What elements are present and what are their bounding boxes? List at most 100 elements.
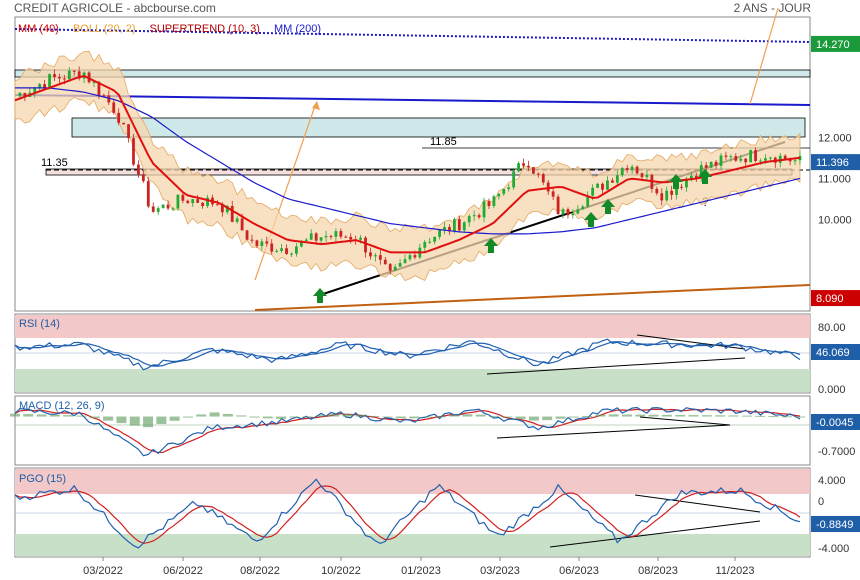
- candle-body: [290, 253, 293, 255]
- macd-histogram-bar: [10, 413, 20, 417]
- macd-histogram-bar: [755, 415, 766, 417]
- candle-body: [53, 74, 56, 78]
- candle-body: [640, 173, 644, 178]
- rsi-upper-trendline: [636, 334, 746, 350]
- candle-body: [596, 183, 599, 188]
- macd-line: [14, 406, 801, 457]
- pgo-upper-trendline: [634, 494, 761, 513]
- candle-body: [280, 248, 284, 251]
- candle-body: [492, 196, 496, 207]
- candle-body: [487, 201, 491, 207]
- candle-body: [768, 157, 772, 159]
- macd-histogram-bar: [568, 416, 579, 418]
- candle-body: [517, 163, 520, 172]
- candle-body: [324, 236, 328, 238]
- price-badge: [811, 154, 860, 171]
- candle-body: [764, 158, 767, 161]
- rsi-overbought-zone: [15, 315, 810, 338]
- macd-histogram-bar: [661, 414, 672, 417]
- candle-body: [551, 191, 555, 197]
- candle-body: [176, 194, 180, 209]
- candle-body: [166, 204, 170, 209]
- upper-dotted-trendline: [14, 28, 811, 43]
- candle-body: [615, 175, 619, 183]
- candle-body: [92, 81, 96, 83]
- candle-body: [245, 230, 249, 240]
- candle-body: [156, 208, 160, 212]
- candle-body: [196, 199, 200, 203]
- rsi-series: [14, 338, 801, 371]
- macd-histogram-bar: [688, 415, 699, 417]
- candle-body: [408, 255, 412, 260]
- candle-body: [482, 201, 486, 218]
- level-label-1185: 11.85: [430, 136, 457, 148]
- candle-body: [329, 236, 333, 238]
- price-badge: [811, 35, 860, 52]
- pgo-line: [14, 478, 801, 549]
- rsi-legend: RSI (14): [19, 318, 60, 330]
- price-badge-label: 14.270: [816, 39, 850, 51]
- macd-panel: [14, 395, 811, 466]
- macd-histogram-bar: [222, 413, 233, 417]
- candle-body: [576, 209, 580, 214]
- mm200-line: [15, 87, 801, 235]
- candle-body: [759, 160, 762, 162]
- candle-body: [225, 205, 229, 213]
- x-tick-label: 03/2023: [480, 565, 520, 577]
- candle-body: [729, 156, 733, 158]
- pgo-tick-label: -4.000: [818, 543, 849, 555]
- candle-body: [67, 70, 71, 80]
- candle-body: [423, 242, 427, 248]
- macd-histogram-bar: [129, 416, 140, 426]
- candle-body: [477, 215, 481, 218]
- x-tick-label: 08/2023: [638, 565, 678, 577]
- macd-histogram-bar: [475, 414, 486, 417]
- macd-histogram-bar: [435, 416, 446, 418]
- macd-histogram-bar: [262, 416, 273, 419]
- macd-histogram-bar: [422, 416, 433, 418]
- candle-body: [141, 174, 145, 182]
- macd-histogram-bar: [355, 414, 366, 417]
- candle-body: [235, 218, 239, 222]
- price-badge-label: 11.396: [816, 157, 849, 169]
- candle-body: [428, 241, 432, 243]
- candle-body: [260, 241, 264, 246]
- candle-body: [586, 195, 590, 207]
- candle-body: [77, 71, 81, 79]
- price-tick-label: 12.000: [818, 132, 852, 144]
- pgo-lower-trendline: [549, 520, 761, 548]
- macd-histogram-bar: [462, 414, 473, 417]
- candle-body: [339, 231, 343, 237]
- price-zones: 11.35 11.85 ?: [14, 7, 811, 311]
- x-tick-label: 10/2022: [321, 565, 361, 577]
- candle-body: [783, 155, 787, 160]
- pgo-overbought-zone: [15, 469, 810, 494]
- candle-body: [299, 240, 303, 247]
- candle-body: [97, 81, 101, 96]
- macd-histogram-bar: [528, 416, 539, 421]
- candle-body: [18, 92, 22, 97]
- level-label-1135: 11.35: [41, 157, 68, 169]
- candle-body: [43, 84, 47, 88]
- macd-histogram-bar: [555, 416, 566, 419]
- candle-body: [393, 266, 397, 271]
- candle-body: [107, 95, 111, 103]
- candle-body: [304, 239, 308, 241]
- buy-arrow-icon: [698, 169, 712, 184]
- candle-body: [334, 231, 338, 237]
- candle-body: [571, 213, 575, 216]
- bollinger-band: [14, 50, 801, 282]
- candle-body: [685, 178, 688, 188]
- macd-histogram-bar: [622, 414, 633, 417]
- candle-body: [724, 155, 728, 157]
- candle-body: [448, 227, 451, 232]
- candle-body: [472, 215, 476, 217]
- candle-body: [630, 166, 634, 171]
- macd-histogram-bar: [369, 415, 380, 417]
- legend-item: SUPERTREND (10, 3): [150, 23, 260, 35]
- macd-histogram-bar: [329, 413, 340, 417]
- macd-histogram-bar: [49, 414, 60, 417]
- candle-body: [270, 243, 274, 252]
- candle-body: [670, 190, 674, 195]
- chart-period: 2 ANS - JOUR: [734, 1, 812, 15]
